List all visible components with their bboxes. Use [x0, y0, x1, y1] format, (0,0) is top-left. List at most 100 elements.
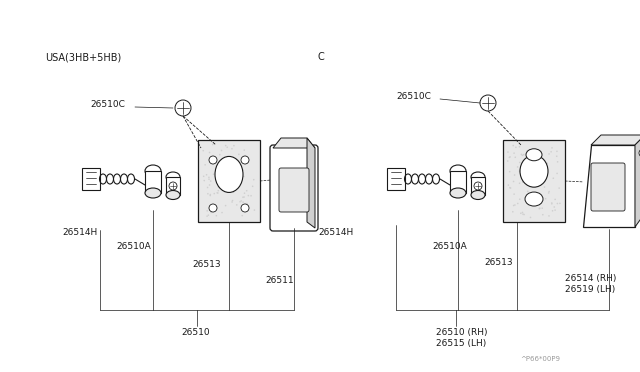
Circle shape	[509, 156, 511, 158]
Text: 26510A: 26510A	[116, 242, 151, 251]
Circle shape	[558, 187, 560, 189]
Ellipse shape	[166, 172, 180, 182]
Circle shape	[539, 208, 541, 209]
Circle shape	[247, 160, 249, 162]
Circle shape	[552, 210, 554, 212]
FancyBboxPatch shape	[166, 177, 180, 195]
Text: 26510 (RH): 26510 (RH)	[436, 328, 488, 337]
Circle shape	[225, 145, 227, 147]
Text: 26519 (LH): 26519 (LH)	[565, 285, 615, 294]
Circle shape	[209, 194, 211, 195]
Circle shape	[515, 147, 516, 148]
Circle shape	[212, 144, 214, 145]
Circle shape	[508, 184, 509, 186]
Circle shape	[480, 95, 496, 111]
Circle shape	[537, 174, 539, 176]
Circle shape	[246, 203, 248, 204]
Circle shape	[527, 190, 529, 192]
Circle shape	[554, 206, 555, 208]
Ellipse shape	[450, 165, 466, 177]
Circle shape	[236, 184, 237, 186]
Circle shape	[540, 151, 542, 153]
Circle shape	[169, 182, 177, 190]
Circle shape	[242, 169, 244, 171]
Circle shape	[522, 155, 523, 156]
Circle shape	[556, 155, 557, 157]
Circle shape	[524, 180, 525, 182]
Text: USA(3HB+5HB): USA(3HB+5HB)	[45, 52, 121, 62]
Circle shape	[204, 180, 205, 182]
Circle shape	[227, 147, 228, 148]
Circle shape	[519, 170, 520, 172]
Circle shape	[509, 187, 511, 189]
Circle shape	[522, 181, 524, 183]
Circle shape	[252, 186, 253, 187]
Polygon shape	[583, 145, 635, 227]
Circle shape	[243, 176, 244, 177]
Ellipse shape	[520, 155, 548, 187]
Circle shape	[246, 209, 248, 211]
Circle shape	[551, 147, 553, 149]
Circle shape	[507, 151, 509, 153]
Circle shape	[513, 153, 515, 154]
Circle shape	[517, 166, 518, 168]
Circle shape	[239, 201, 241, 203]
Text: C: C	[318, 52, 324, 62]
Circle shape	[544, 186, 545, 188]
Circle shape	[241, 200, 242, 202]
Circle shape	[523, 154, 525, 155]
Circle shape	[548, 215, 550, 217]
Circle shape	[216, 215, 217, 217]
Circle shape	[244, 192, 245, 194]
Circle shape	[211, 212, 212, 213]
Circle shape	[210, 180, 211, 182]
Text: 26514H: 26514H	[318, 228, 353, 237]
Circle shape	[243, 196, 245, 198]
Ellipse shape	[526, 149, 542, 161]
Circle shape	[225, 190, 226, 191]
Circle shape	[514, 204, 516, 206]
Circle shape	[208, 179, 210, 180]
Circle shape	[245, 155, 247, 157]
Circle shape	[524, 214, 525, 215]
Circle shape	[175, 100, 191, 116]
Circle shape	[208, 177, 210, 178]
Circle shape	[522, 214, 524, 215]
Circle shape	[225, 171, 227, 173]
Circle shape	[551, 203, 552, 205]
Circle shape	[526, 167, 527, 169]
FancyBboxPatch shape	[387, 168, 405, 190]
Circle shape	[212, 173, 214, 175]
Circle shape	[539, 208, 540, 209]
Circle shape	[209, 195, 211, 196]
Circle shape	[233, 191, 234, 193]
Circle shape	[530, 217, 531, 218]
Circle shape	[207, 193, 209, 195]
Circle shape	[232, 169, 234, 170]
Circle shape	[513, 193, 515, 195]
Circle shape	[474, 182, 482, 190]
Text: 26514 (RH): 26514 (RH)	[565, 274, 616, 283]
Circle shape	[542, 214, 543, 215]
FancyBboxPatch shape	[591, 163, 625, 211]
Text: ^P66*00P9: ^P66*00P9	[520, 356, 560, 362]
Circle shape	[237, 173, 239, 175]
Circle shape	[531, 201, 533, 203]
Circle shape	[531, 161, 532, 163]
Circle shape	[209, 152, 211, 153]
FancyBboxPatch shape	[82, 168, 100, 190]
Circle shape	[557, 161, 558, 163]
Circle shape	[250, 195, 252, 196]
Circle shape	[243, 158, 245, 159]
Circle shape	[513, 181, 515, 182]
Ellipse shape	[166, 190, 180, 199]
Circle shape	[232, 200, 234, 201]
Circle shape	[243, 201, 244, 203]
Circle shape	[205, 174, 207, 176]
Circle shape	[554, 199, 556, 200]
Circle shape	[559, 202, 561, 204]
Circle shape	[241, 215, 243, 217]
FancyBboxPatch shape	[450, 171, 466, 193]
Circle shape	[556, 151, 557, 152]
Circle shape	[237, 178, 239, 180]
